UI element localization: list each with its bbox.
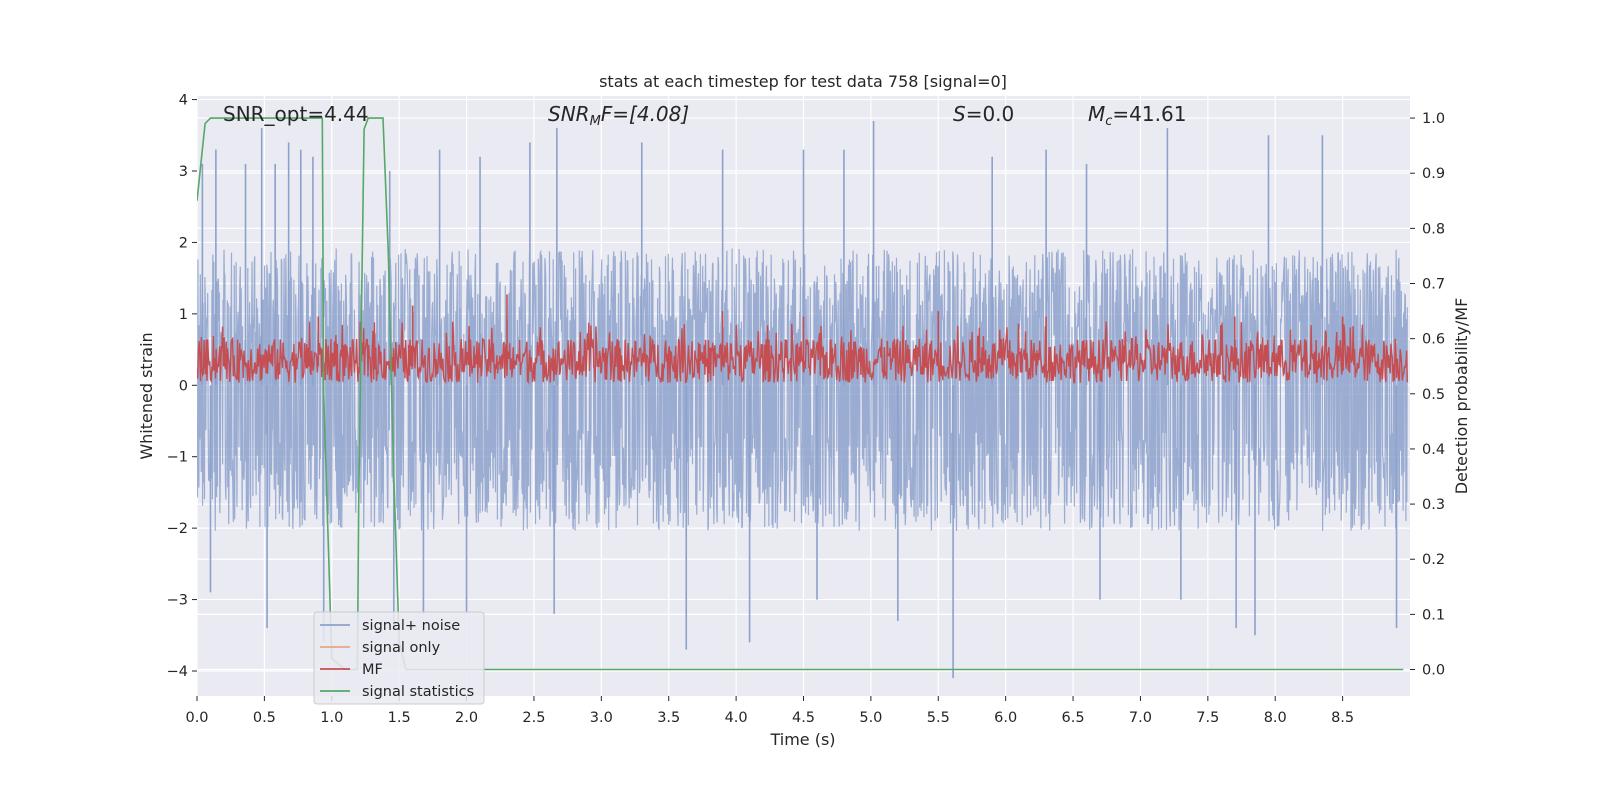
right-y-tick-label: 0.1 <box>1422 607 1445 623</box>
right-y-tick-label: 0.6 <box>1422 332 1445 348</box>
right-y-tick-label: 0.7 <box>1422 277 1445 293</box>
x-tick-label: 7.0 <box>1129 710 1152 726</box>
legend-label-signal-only: signal only <box>362 640 441 656</box>
annotation-s-name: S <box>953 102 966 126</box>
y-tick-label: 2 <box>179 235 188 251</box>
right-y-tick-label: 0.9 <box>1422 166 1445 182</box>
right-y-tick-label: 0.5 <box>1422 387 1445 403</box>
x-tick-label: 1.0 <box>320 710 343 726</box>
right-y-tick-label: 0.8 <box>1422 221 1445 237</box>
x-tick-label: 2.5 <box>522 710 545 726</box>
x-tick-label: 0.5 <box>253 710 276 726</box>
annotation-snr-mf: SNRMF=[4.08] <box>548 102 689 129</box>
y-axis-ticks: 4 3 2 1 0 −1 −2 −3 −4 <box>167 93 197 680</box>
right-y-tick-label: 1.0 <box>1422 111 1445 127</box>
y-tick-label: −1 <box>167 450 188 466</box>
y-tick-label: 1 <box>179 307 188 323</box>
y-tick-label: −3 <box>167 593 188 609</box>
annotation-mc-name: M <box>1088 102 1105 126</box>
x-tick-label: 8.5 <box>1331 710 1354 726</box>
x-tick-label: 2.0 <box>455 710 478 726</box>
x-tick-label: 6.0 <box>994 710 1017 726</box>
x-tick-label: 3.5 <box>657 710 680 726</box>
right-y-tick-label: 0.3 <box>1422 497 1445 513</box>
x-tick-label: 5.5 <box>927 710 950 726</box>
x-tick-label: 4.5 <box>792 710 815 726</box>
y-tick-label: 0 <box>179 378 188 394</box>
annotation-snr-opt: SNR_opt=4.44 <box>223 102 369 126</box>
x-tick-label: 6.5 <box>1062 710 1085 726</box>
annotation-snr-mf-rest: F=[4.08] <box>601 102 689 126</box>
y-tick-label: −2 <box>167 521 188 537</box>
legend-label-signal-statistics: signal statistics <box>362 684 474 700</box>
x-axis-label: Time (s) <box>769 730 835 749</box>
y-tick-label: 4 <box>179 93 188 109</box>
chart-title: stats at each timestep for test data 758… <box>599 72 1007 91</box>
annotation-s: S=0.0 <box>953 102 1014 126</box>
right-y-tick-label: 0.0 <box>1422 663 1445 679</box>
annotation-snr-mf-name: SNR <box>548 102 590 126</box>
annotation-mc: Mc=41.61 <box>1088 102 1186 129</box>
x-tick-label: 0.0 <box>185 710 208 726</box>
x-tick-label: 8.0 <box>1264 710 1287 726</box>
right-y-axis-ticks: 1.0 0.9 0.8 0.7 0.6 0.5 0.4 0.3 0.2 0.1 0.0 <box>1410 111 1445 678</box>
legend: signal+ noise signal only MF signal stat… <box>314 612 484 704</box>
y-tick-label: −4 <box>167 664 188 680</box>
right-y-tick-label: 0.4 <box>1422 442 1445 458</box>
annotation-snr-mf-sub: M <box>590 114 601 129</box>
x-tick-label: 4.0 <box>725 710 748 726</box>
annotation-s-value: =0.0 <box>966 102 1015 126</box>
x-tick-label: 1.5 <box>388 710 411 726</box>
legend-label-mf: MF <box>362 662 383 678</box>
x-tick-label: 5.0 <box>859 710 882 726</box>
right-y-tick-label: 0.2 <box>1422 552 1445 568</box>
annotation-mc-value: =41.61 <box>1112 102 1186 126</box>
x-tick-label: 3.0 <box>590 710 613 726</box>
y-axis-label: Whitened strain <box>137 332 156 459</box>
right-y-axis-label: Detection probability/MF <box>1452 298 1471 495</box>
legend-label-signal-noise: signal+ noise <box>362 618 460 634</box>
y-tick-label: 3 <box>179 164 188 180</box>
annotation-mc-sub: c <box>1105 114 1112 129</box>
x-tick-label: 7.5 <box>1196 710 1219 726</box>
